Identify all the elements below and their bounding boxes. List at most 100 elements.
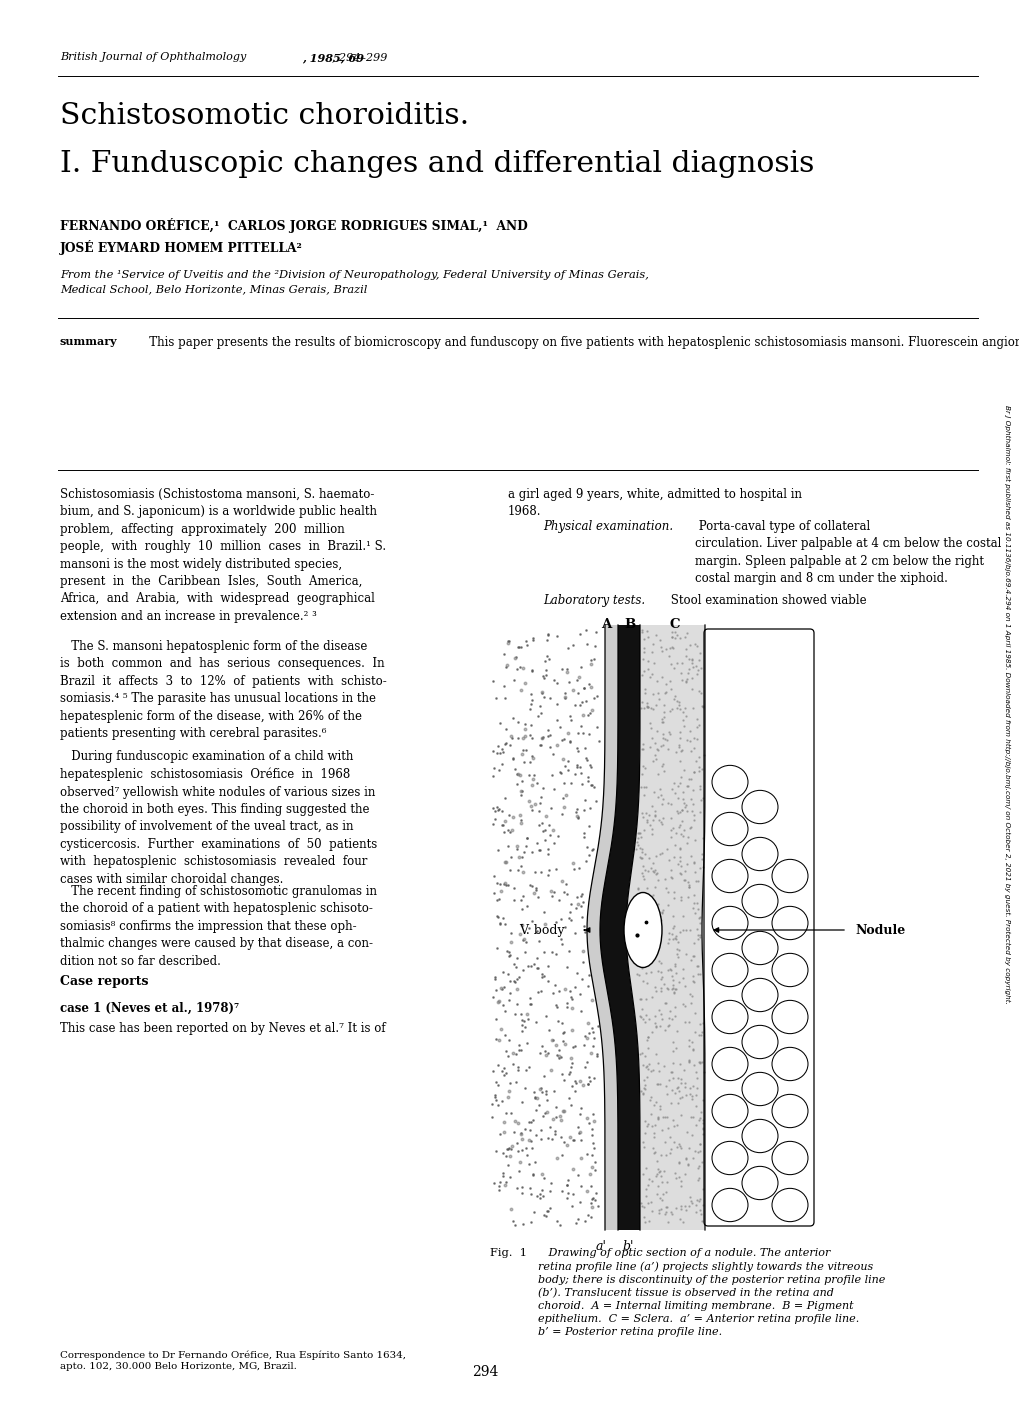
Point <box>651 778 667 800</box>
Point <box>677 919 693 941</box>
Point <box>685 896 701 919</box>
Point <box>673 669 689 692</box>
Point <box>685 697 701 720</box>
Point <box>516 751 532 774</box>
Point <box>534 820 550 843</box>
Point <box>579 975 595 998</box>
Point <box>534 778 550 800</box>
Point <box>581 1069 597 1092</box>
Point <box>521 1055 537 1078</box>
Point <box>663 1051 680 1074</box>
Point <box>676 859 692 882</box>
Point <box>559 1181 576 1203</box>
Point <box>640 1210 656 1233</box>
Point <box>653 1189 669 1212</box>
Point <box>688 707 704 730</box>
Point <box>684 1192 700 1215</box>
Point <box>524 1137 540 1160</box>
Point <box>576 826 592 848</box>
Point <box>677 669 693 692</box>
Point <box>662 1061 679 1084</box>
Ellipse shape <box>711 1188 747 1222</box>
Point <box>516 841 532 864</box>
Point <box>514 1020 530 1043</box>
Point <box>684 944 700 967</box>
Point <box>499 633 516 655</box>
Point <box>635 1069 651 1092</box>
Point <box>572 755 588 778</box>
Point <box>579 1106 595 1129</box>
Point <box>547 1123 564 1146</box>
Point <box>673 740 689 762</box>
Ellipse shape <box>771 1095 807 1127</box>
Point <box>653 813 669 836</box>
Point <box>569 737 585 759</box>
Point <box>684 1147 700 1169</box>
Point <box>649 1051 665 1074</box>
Point <box>661 652 678 675</box>
Point <box>672 720 688 743</box>
Point <box>505 1122 522 1144</box>
Point <box>495 643 512 665</box>
Point <box>545 778 561 800</box>
Point <box>651 1014 667 1037</box>
Point <box>559 750 576 772</box>
Point <box>680 874 696 896</box>
Point <box>651 1160 667 1182</box>
Point <box>661 723 678 745</box>
Point <box>680 647 696 669</box>
Point <box>656 1144 673 1167</box>
Point <box>667 821 684 844</box>
Point <box>490 1175 506 1198</box>
Point <box>484 1060 500 1082</box>
Point <box>512 1150 528 1172</box>
Point <box>677 1199 693 1222</box>
Point <box>649 960 665 982</box>
Text: Drawing of optic section of a nodule. The anterior
retina profile line (a’) proj: Drawing of optic section of a nodule. Th… <box>537 1248 884 1337</box>
Point <box>548 693 565 716</box>
Point <box>550 889 567 912</box>
Point <box>536 650 552 672</box>
Point <box>676 1060 692 1082</box>
Point <box>552 1045 569 1068</box>
Point <box>647 1165 663 1188</box>
Point <box>636 757 652 779</box>
Point <box>484 812 500 834</box>
Point <box>688 716 704 738</box>
Point <box>655 700 672 723</box>
Point <box>666 927 683 950</box>
Point <box>646 975 662 998</box>
Point <box>574 721 590 744</box>
Point <box>668 689 685 712</box>
Point <box>587 1182 603 1205</box>
Point <box>679 1153 695 1175</box>
Point <box>665 1115 682 1137</box>
Point <box>561 1061 578 1084</box>
Point <box>500 988 517 1010</box>
Point <box>507 978 524 1000</box>
Point <box>564 988 580 1010</box>
Point <box>663 1061 680 1084</box>
Point <box>546 1120 562 1143</box>
Point <box>637 988 653 1010</box>
Point <box>514 1009 530 1031</box>
Point <box>662 792 679 814</box>
Point <box>637 944 653 967</box>
Point <box>691 907 707 930</box>
Point <box>514 913 530 936</box>
Point <box>641 912 657 934</box>
Point <box>511 847 527 869</box>
Point <box>513 1122 529 1144</box>
Point <box>554 786 571 809</box>
Point <box>506 1003 523 1026</box>
Point <box>539 969 555 992</box>
Point <box>583 1144 599 1167</box>
Point <box>678 645 694 668</box>
Point <box>544 1029 560 1051</box>
Point <box>491 912 507 934</box>
Point <box>672 740 688 762</box>
Point <box>638 1055 654 1078</box>
Point <box>652 961 668 983</box>
Point <box>681 1051 697 1074</box>
Point <box>684 657 700 679</box>
